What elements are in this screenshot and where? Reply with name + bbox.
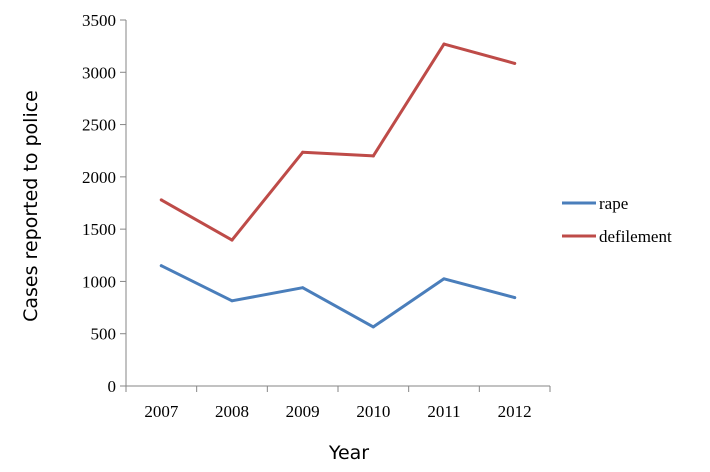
y-tick-label: 3500 [82, 11, 116, 30]
y-tick-label: 2500 [82, 116, 116, 135]
series-line-defilement [159, 42, 517, 242]
series-layer [159, 42, 517, 329]
y-tick-label: 1000 [82, 272, 116, 291]
data-point-defilement [230, 238, 234, 242]
y-tick-label: 2000 [82, 168, 116, 187]
legend-label: rape [599, 194, 628, 213]
data-point-rape [230, 299, 234, 303]
y-axis-ticks: 0 500 1000 1500 2000 2500 3000 3500 [82, 11, 126, 396]
data-point-defilement [513, 61, 517, 65]
legend-label: defilement [599, 227, 672, 246]
legend: rape defilement [562, 194, 672, 246]
data-point-rape [301, 286, 305, 290]
y-tick-label: 3000 [82, 63, 116, 82]
data-point-defilement [442, 42, 446, 46]
x-tick-label: 2012 [498, 402, 532, 421]
y-tick-label: 500 [91, 325, 117, 344]
data-point-defilement [159, 198, 163, 202]
x-axis-ticks: 2007 2008 2009 2010 2011 2012 [125, 386, 551, 421]
x-axis-title: Year [328, 442, 369, 464]
x-tick-label: 2008 [215, 402, 249, 421]
legend-item-rape: rape [562, 194, 628, 213]
y-tick-label: 1500 [82, 220, 116, 239]
x-tick-label: 2009 [286, 402, 320, 421]
series-line-rape [159, 264, 517, 329]
data-point-rape [513, 296, 517, 300]
data-point-defilement [301, 150, 305, 154]
data-point-defilement [371, 154, 375, 158]
x-tick-label: 2007 [144, 402, 179, 421]
x-tick-label: 2011 [427, 402, 460, 421]
data-point-rape [442, 277, 446, 281]
x-tick-label: 2010 [356, 402, 390, 421]
y-tick-label: 0 [108, 377, 117, 396]
y-axis-title: Cases reported to police [20, 90, 42, 322]
data-point-rape [159, 264, 163, 268]
data-point-rape [371, 325, 375, 329]
legend-item-defilement: defilement [562, 227, 672, 246]
